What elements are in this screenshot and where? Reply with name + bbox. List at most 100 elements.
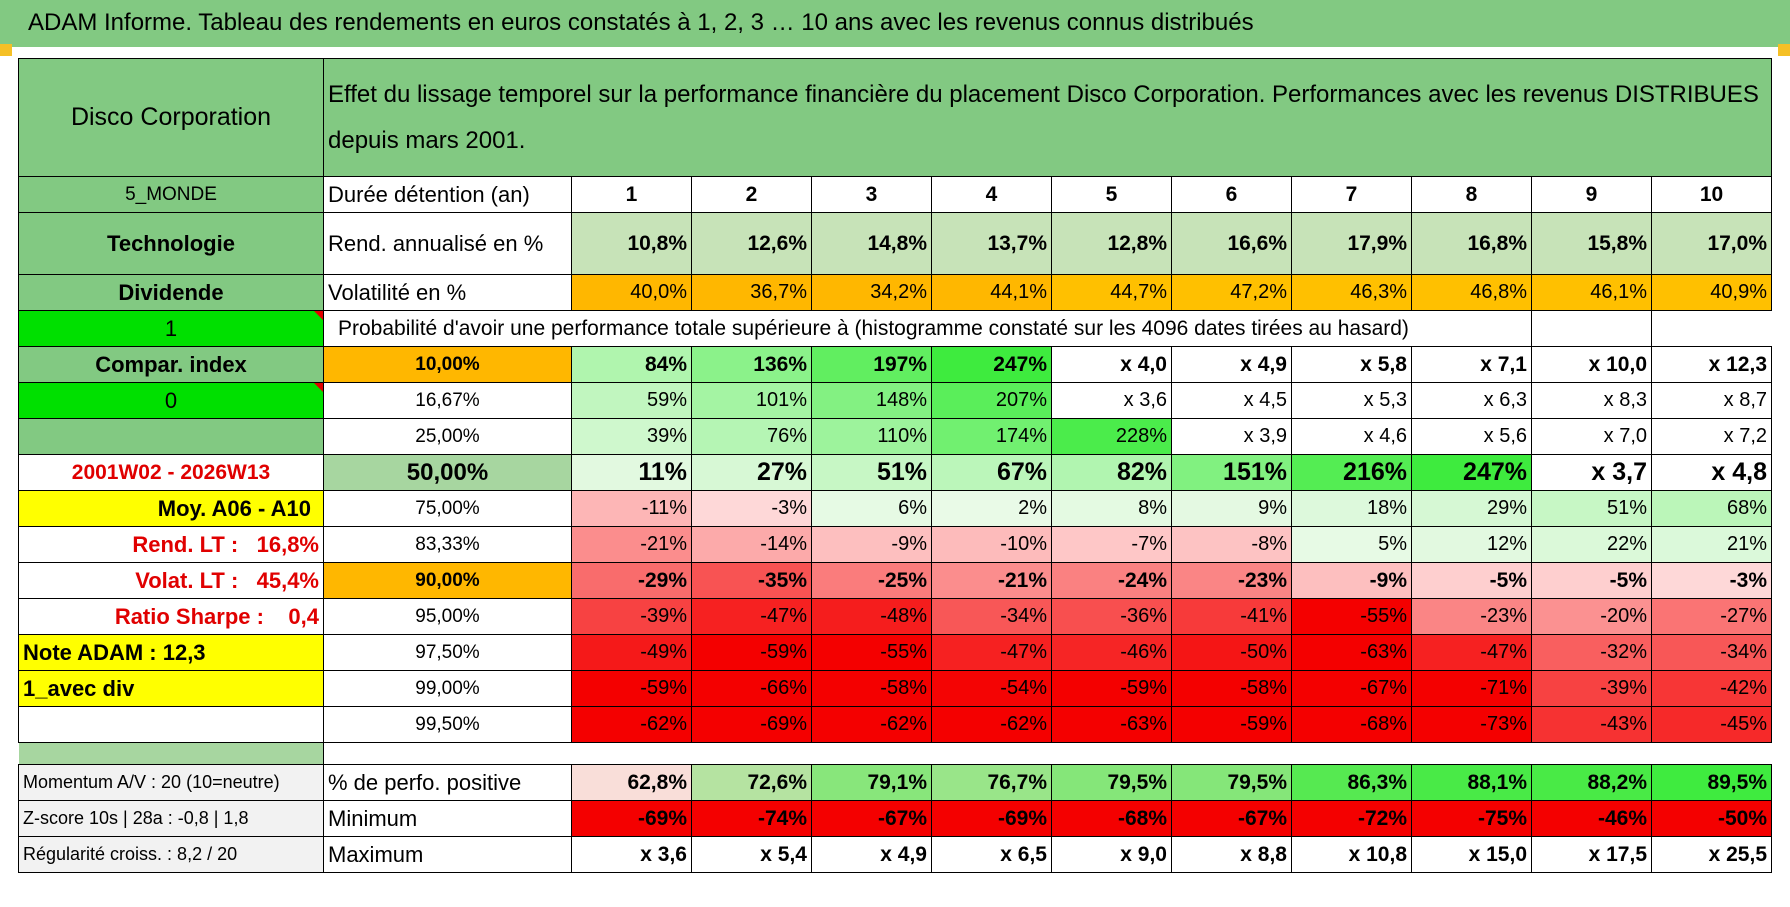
prob-cell: x 7,1 xyxy=(1411,346,1532,383)
min-cell: -69% xyxy=(571,800,692,837)
prob-cell: 207% xyxy=(931,382,1052,419)
prob-cell: 2% xyxy=(931,490,1052,527)
vol-cell: 46,1% xyxy=(1531,274,1652,311)
prob-cell: 5% xyxy=(1291,526,1412,563)
prob-cell: -11% xyxy=(571,490,692,527)
prob-cell: 12% xyxy=(1411,526,1532,563)
fund-name: Disco Corporation xyxy=(18,58,324,177)
vol-cell: 47,2% xyxy=(1171,274,1292,311)
prob-cell: -45% xyxy=(1651,706,1772,743)
prob-cell: 76% xyxy=(691,418,812,455)
table-description: Effet du lissage temporel sur la perform… xyxy=(323,58,1772,177)
min-cell: -75% xyxy=(1411,800,1532,837)
max-cell: x 17,5 xyxy=(1531,836,1652,873)
prob-cell: -9% xyxy=(811,526,932,563)
probability-header: Probabilité d'avoir une performance tota… xyxy=(323,310,1532,347)
prob-cell: -5% xyxy=(1531,562,1652,599)
prob-cell: 136% xyxy=(691,346,812,383)
min-cell: -68% xyxy=(1051,800,1172,837)
sharpe-ratio: Ratio Sharpe : 0,4 xyxy=(18,598,324,635)
prob-percentile: 50,00% xyxy=(323,454,572,491)
prob-cell: -55% xyxy=(811,634,932,671)
prob-cell: -47% xyxy=(931,634,1052,671)
prob-cell: 174% xyxy=(931,418,1052,455)
pos-cell: 76,7% xyxy=(931,764,1052,801)
rend-cell: 14,8% xyxy=(811,212,932,275)
prob-cell: -10% xyxy=(931,526,1052,563)
pos-cell: 88,2% xyxy=(1531,764,1652,801)
prob-cell: x 4,8 xyxy=(1651,454,1772,491)
prob-cell: -54% xyxy=(931,670,1052,707)
prob-cell: x 3,9 xyxy=(1171,418,1292,455)
rend-cell: 12,8% xyxy=(1051,212,1172,275)
prob-percentile: 95,00% xyxy=(323,598,572,635)
prob-cell: 82% xyxy=(1051,454,1172,491)
prob-percentile: 75,00% xyxy=(323,490,572,527)
max-cell: x 6,5 xyxy=(931,836,1052,873)
prob-percentile: 99,00% xyxy=(323,670,572,707)
rend-lt-value: 16,8% xyxy=(256,531,319,557)
prob-cell: -39% xyxy=(571,598,692,635)
rend-label: Rend. annualisé en % xyxy=(323,212,572,275)
prob-cell: -47% xyxy=(1411,634,1532,671)
prob-cell: 39% xyxy=(571,418,692,455)
empty-cell xyxy=(1531,310,1652,347)
prob-percentile: 99,50% xyxy=(323,706,572,743)
pos-cell: 79,1% xyxy=(811,764,932,801)
prob-cell: -49% xyxy=(571,634,692,671)
rend-cell: 13,7% xyxy=(931,212,1052,275)
prob-percentile: 25,00% xyxy=(323,418,572,455)
prob-cell: -43% xyxy=(1531,706,1652,743)
regularite-label: Régularité croiss. : 8,2 / 20 xyxy=(18,836,324,873)
prob-cell: 8% xyxy=(1051,490,1172,527)
pos-cell: 72,6% xyxy=(691,764,812,801)
year-header: 4 xyxy=(931,176,1052,213)
min-cell: -46% xyxy=(1531,800,1652,837)
prob-cell: -9% xyxy=(1291,562,1412,599)
max-cell: x 3,6 xyxy=(571,836,692,873)
year-header: 6 xyxy=(1171,176,1292,213)
prob-cell: -32% xyxy=(1531,634,1652,671)
sector-label: Technologie xyxy=(18,212,324,275)
year-header: 8 xyxy=(1411,176,1532,213)
pos-cell: 89,5% xyxy=(1651,764,1772,801)
prob-cell: 6% xyxy=(811,490,932,527)
sharpe-label: Ratio Sharpe : xyxy=(114,603,264,629)
volat-lt-label: Volat. LT : xyxy=(135,567,239,593)
prob-cell: -35% xyxy=(691,562,812,599)
prob-cell: x 8,3 xyxy=(1531,382,1652,419)
report-title: ADAM Informe. Tableau des rendements en … xyxy=(28,9,1254,36)
prob-cell: x 7,2 xyxy=(1651,418,1772,455)
performance-table: Disco Corporation Effet du lissage tempo… xyxy=(18,58,1772,873)
year-header: 2 xyxy=(691,176,812,213)
prob-cell: -71% xyxy=(1411,670,1532,707)
rend-cell: 12,6% xyxy=(691,212,812,275)
prob-cell: 84% xyxy=(571,346,692,383)
prob-cell: 148% xyxy=(811,382,932,419)
prob-cell: -58% xyxy=(811,670,932,707)
prob-cell: -39% xyxy=(1531,670,1652,707)
prob-cell: -8% xyxy=(1171,526,1292,563)
compar-index-label: Compar. index xyxy=(18,346,324,383)
prob-cell: 216% xyxy=(1291,454,1412,491)
vol-cell: 46,3% xyxy=(1291,274,1412,311)
prob-cell: x 5,6 xyxy=(1411,418,1532,455)
separator xyxy=(324,743,1772,765)
prob-cell: 101% xyxy=(691,382,812,419)
type-label: Dividende xyxy=(18,274,324,311)
prob-cell: x 5,3 xyxy=(1291,382,1412,419)
prob-cell: 18% xyxy=(1291,490,1412,527)
prob-cell: x 10,0 xyxy=(1531,346,1652,383)
momentum-label: Momentum A/V : 20 (10=neutre) xyxy=(18,764,324,801)
year-header: 9 xyxy=(1531,176,1652,213)
prob-cell: -59% xyxy=(1171,706,1292,743)
max-cell: x 8,8 xyxy=(1171,836,1292,873)
blank-green-cell xyxy=(18,418,324,455)
prob-cell: 228% xyxy=(1051,418,1172,455)
prob-cell: -55% xyxy=(1291,598,1412,635)
prob-cell: -59% xyxy=(571,670,692,707)
prob-cell: 21% xyxy=(1651,526,1772,563)
zone-label: 5_MONDE xyxy=(18,176,324,213)
prob-cell: 151% xyxy=(1171,454,1292,491)
note-adam: Note ADAM : 12,3 xyxy=(18,634,324,671)
